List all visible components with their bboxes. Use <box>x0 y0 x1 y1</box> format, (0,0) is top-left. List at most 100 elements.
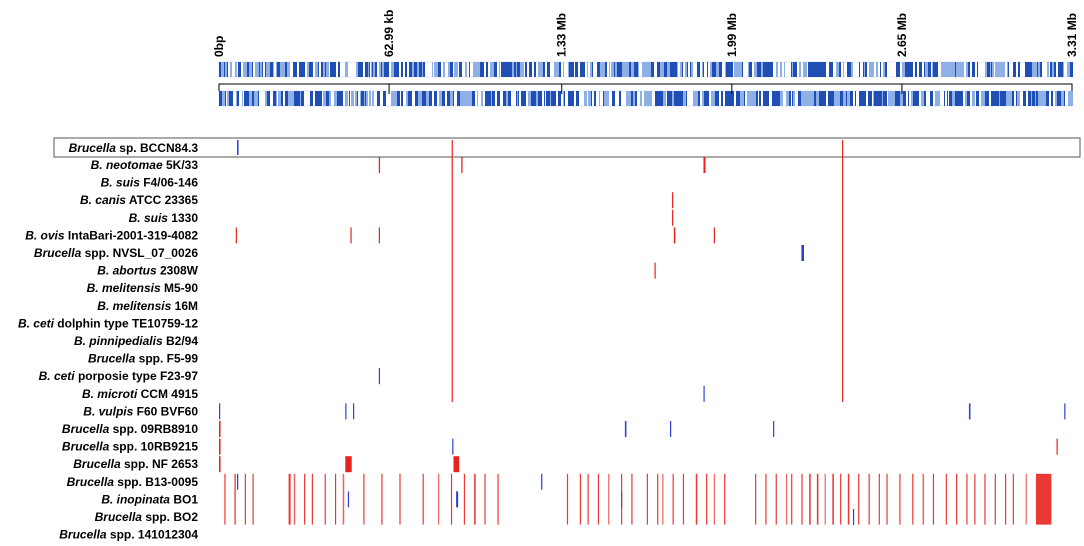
row-label-strain: spp. B13-0095 <box>114 475 198 489</box>
presence-bar-bottom-segment <box>523 91 526 106</box>
deletion-mark <box>347 491 350 508</box>
presence-bar-top-segment <box>908 62 911 77</box>
presence-bar-bottom-segment <box>408 91 411 106</box>
presence-bar-top-segment <box>372 62 373 77</box>
presence-bar-bottom-segment <box>712 91 713 106</box>
presence-bar-bottom-segment <box>812 91 814 106</box>
presence-bar-bottom-segment <box>258 91 259 106</box>
row-label: B. vulpis F60 BVF60 <box>83 404 198 418</box>
presence-bar-top-segment <box>687 62 688 77</box>
presence-bar-top-segment <box>387 62 389 77</box>
presence-bar-top-segment <box>880 62 881 77</box>
bracket-line <box>218 83 1073 91</box>
presence-bar-bottom-segment <box>824 91 826 106</box>
presence-bar-bottom-segment <box>351 91 354 106</box>
presence-bar-bottom-segment <box>1003 91 1004 106</box>
presence-bar-bottom-segment <box>288 91 290 106</box>
presence-bar-bottom-segment <box>873 91 874 106</box>
presence-bar-top-segment <box>456 62 458 77</box>
presence-bar-top-segment <box>991 62 992 77</box>
presence-bar-top-segment <box>285 62 287 77</box>
row-label-strain: spp. 141012304 <box>107 528 199 542</box>
presence-bar-top-segment <box>830 62 833 77</box>
presence-bar-bottom-segment <box>841 91 843 106</box>
presence-bar-top-segment <box>437 62 438 77</box>
presence-bar-bottom-segment <box>935 91 937 106</box>
presence-bar-bottom-segment <box>488 91 489 106</box>
presence-bar-bottom-segment <box>660 91 663 106</box>
presence-bar-top-segment <box>516 62 517 77</box>
presence-bar-top-segment <box>949 62 952 77</box>
presence-bar-top-segment <box>793 62 794 77</box>
presence-bar-top-segment <box>538 62 541 77</box>
presence-bar-top-segment <box>517 62 520 77</box>
presence-bar-top-segment <box>713 62 716 77</box>
presence-bar-top-segment <box>368 62 369 77</box>
presence-bar-bottom-segment <box>814 91 816 106</box>
block-insertion-mark <box>304 473 306 525</box>
presence-bar-bottom-segment <box>672 91 674 106</box>
presence-bar-bottom-segment <box>967 91 970 106</box>
presence-bar-top-segment <box>222 62 224 77</box>
presence-bar-bottom-segment <box>828 91 829 106</box>
presence-bar-top-segment <box>318 62 319 77</box>
insertion-mark <box>350 227 352 244</box>
block-insertion-mark <box>765 473 767 525</box>
presence-bar-top-segment <box>766 62 769 77</box>
presence-bar-bottom-segment <box>931 91 933 106</box>
presence-bar-top-segment <box>571 62 574 77</box>
presence-bar-top-segment <box>224 62 225 77</box>
presence-bar-top-segment <box>333 62 335 77</box>
presence-bar-top-segment <box>587 62 588 77</box>
presence-bar-top-segment <box>529 62 532 77</box>
presence-bar-top-segment <box>459 62 460 77</box>
presence-bar-bottom-segment <box>453 91 454 106</box>
presence-bar-bottom-segment <box>225 91 226 106</box>
presence-bar-top-segment <box>575 62 578 77</box>
block-insertion-mark <box>474 473 476 525</box>
presence-bar-top-segment <box>685 62 687 77</box>
presence-bar-bottom-segment <box>740 91 743 106</box>
block-insertion-mark <box>801 473 803 525</box>
presence-bar-bottom-segment <box>669 91 672 106</box>
presence-bar-bottom-segment <box>890 91 892 106</box>
presence-bar-top-segment <box>419 62 422 77</box>
presence-bar-top-segment <box>818 62 821 77</box>
presence-bar-top-segment <box>955 62 956 77</box>
presence-bar-bottom-segment <box>916 91 919 106</box>
presence-bar-top-segment <box>864 62 865 77</box>
presence-bar-bottom-segment <box>1031 91 1032 106</box>
deletion-mark <box>669 421 672 437</box>
presence-bar-top-segment <box>629 62 631 77</box>
block-insertion-mark <box>695 473 698 525</box>
presence-bar-bottom-segment <box>325 91 326 106</box>
presence-bar-top-segment <box>761 62 763 77</box>
presence-bar-top-segment <box>514 62 516 77</box>
row-label-species: Brucella <box>34 246 82 260</box>
presence-bar-bottom-segment <box>323 91 325 106</box>
presence-bar-top-segment <box>670 62 672 77</box>
presence-bar-top-segment <box>568 62 569 77</box>
presence-bar-bottom-segment <box>793 91 795 106</box>
presence-bar-bottom-segment <box>1070 91 1073 106</box>
deletion-mark <box>968 403 971 420</box>
presence-bar-bottom-segment <box>326 91 329 106</box>
presence-bar-top-segment <box>839 62 841 77</box>
presence-bar-bottom-segment <box>558 91 561 106</box>
row-label-species: Brucella <box>67 475 115 489</box>
scale-tick-label: 2.65 Mb <box>895 13 909 57</box>
presence-bar-top-segment <box>613 62 614 77</box>
presence-bar-top-segment <box>883 62 885 77</box>
presence-bar-bottom-segment <box>265 91 267 106</box>
presence-bar-top-segment <box>330 62 333 77</box>
presence-bar-top-segment <box>412 62 414 77</box>
reference-box <box>53 137 1081 158</box>
block-insertion-mark <box>288 473 291 525</box>
presence-bar-bottom-segment <box>960 91 962 106</box>
presence-bar-top-segment <box>620 62 622 77</box>
presence-bar-bottom-segment <box>517 91 518 106</box>
presence-bar-bottom-segment <box>549 91 550 106</box>
presence-bar-top-segment <box>814 62 816 77</box>
block-insertion-mark <box>381 473 383 525</box>
presence-bar-top-segment <box>772 62 773 77</box>
